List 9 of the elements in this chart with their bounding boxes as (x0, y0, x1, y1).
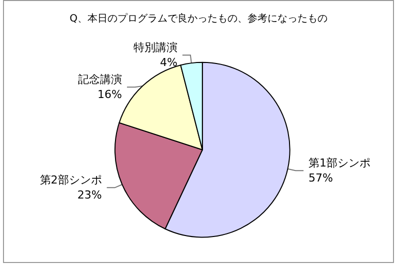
data-label: 4% (160, 56, 178, 70)
slice-label: 特別講演 (133, 41, 178, 54)
data-label: 57% (308, 172, 333, 185)
slice-label: 第2部シンポ (40, 174, 102, 187)
slice-label: 記念講演 (78, 73, 122, 86)
data-label: 16% (98, 88, 122, 102)
data-label: 23% (77, 188, 102, 202)
slice-label: 第1部シンポ (308, 156, 371, 170)
chart-title: Q、本日のプログラムで良かったもの、参考になったもの (70, 12, 328, 24)
